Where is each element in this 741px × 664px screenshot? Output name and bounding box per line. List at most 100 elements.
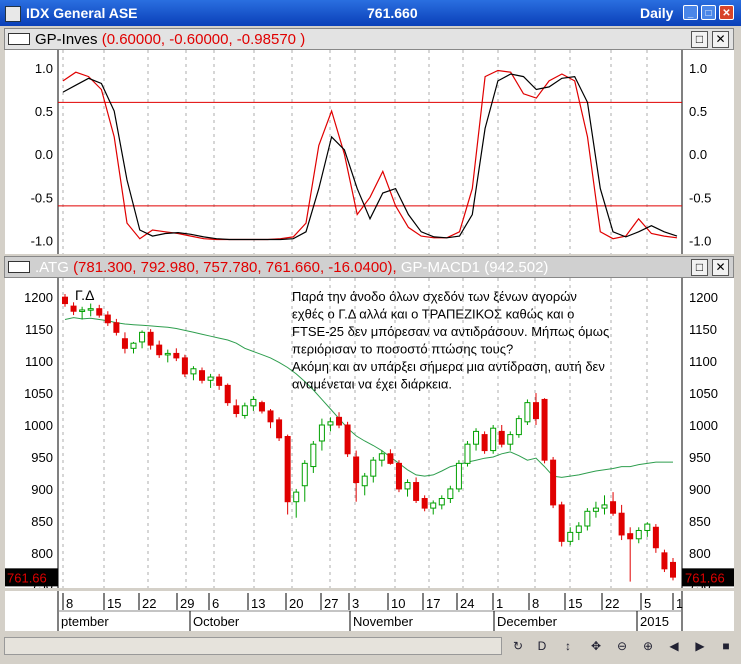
price-chart: 1200 1200 1150 1150 1100 1100 1050 1050 1000 1000… xyxy=(5,278,734,593)
maximize-icon[interactable]: □ xyxy=(701,5,716,20)
day-tick-label: 15 xyxy=(568,596,582,611)
pane-close-icon[interactable]: ✕ xyxy=(712,259,729,276)
candle-down xyxy=(344,424,351,455)
window-price: 761.660 xyxy=(367,5,418,21)
candle-down xyxy=(156,344,163,356)
candle-up xyxy=(567,531,574,542)
day-tick-label: 22 xyxy=(142,596,156,611)
candle-up xyxy=(455,462,462,490)
y-tick-label-left: 1.0 xyxy=(35,61,53,76)
y-tick-label-right: 1200 xyxy=(689,290,718,305)
candle-down xyxy=(652,526,659,549)
candle-down xyxy=(481,434,488,452)
zoom-out-icon[interactable]: ⊖ xyxy=(616,639,628,653)
pane-close-icon[interactable]: ✕ xyxy=(712,31,729,48)
candle-down xyxy=(387,453,394,464)
candle-up xyxy=(370,459,377,477)
candle-up xyxy=(301,462,308,487)
stop-icon[interactable]: ■ xyxy=(722,639,730,653)
day-tick-label: 10 xyxy=(391,596,405,611)
y-tick-label-right: 1050 xyxy=(689,386,718,401)
day-tick-label: 3 xyxy=(352,596,359,611)
indicator-chart: 1.0 1.0 0.5 0.5 0.0 0.0 -0.5 -0.5 -1.0 -1.0 xyxy=(31,50,711,254)
candle-down xyxy=(216,376,223,386)
day-tick-label: 22 xyxy=(605,596,619,611)
arrows-vertical-icon[interactable]: ↕ xyxy=(565,639,571,653)
last-price-tag-left-bg xyxy=(5,568,58,587)
candle-up xyxy=(207,376,214,381)
candle-down xyxy=(173,352,180,359)
month-label: December xyxy=(497,614,558,629)
candle-down xyxy=(413,482,420,501)
day-tick-label: 6 xyxy=(212,596,219,611)
annotation-line: αναμένεται να έχει διάρκεια. xyxy=(292,377,452,392)
day-tick-label: 27 xyxy=(324,596,338,611)
app-icon xyxy=(5,6,21,22)
candle-down xyxy=(104,314,111,324)
candle-up xyxy=(190,368,197,375)
pane-icon xyxy=(8,33,30,45)
candle-down xyxy=(618,512,625,536)
candle-up xyxy=(164,352,171,356)
y-tick-label-right: 950 xyxy=(689,450,711,465)
fast-line xyxy=(62,69,678,241)
d-icon[interactable]: D xyxy=(537,639,547,653)
indicator-pane-header: GP-Inves (0.60000, -0.60000, -0.98570 ) … xyxy=(4,28,734,50)
indicator-name: GP-Inves xyxy=(35,31,98,48)
month-label: October xyxy=(193,614,240,629)
candle-down xyxy=(670,561,676,578)
y-tick-label-right: 850 xyxy=(689,514,711,529)
candle-down xyxy=(70,305,77,312)
y-tick-label-right: 800 xyxy=(689,546,711,561)
candle-up xyxy=(404,482,411,490)
candle-down xyxy=(233,405,240,415)
window-titlebar: IDX General ASE 761.660 Daily _ □ ✕ xyxy=(0,0,741,26)
candle-up xyxy=(438,498,445,506)
arrow-left-icon[interactable]: ◀ xyxy=(669,639,679,653)
candle-up xyxy=(490,427,497,452)
pane-maximize-icon[interactable]: □ xyxy=(691,31,708,48)
candle-up xyxy=(79,309,86,312)
symbol-name: .ATG xyxy=(35,259,69,276)
candle-up xyxy=(430,502,437,509)
y-tick-label-left: -1.0 xyxy=(31,233,53,248)
slow-line xyxy=(62,73,678,241)
ohlc-values: (781.300, 792.980, 757.780, 761.660, -16… xyxy=(73,259,397,276)
window-title: IDX General ASE xyxy=(26,5,138,21)
minimize-icon[interactable]: _ xyxy=(683,5,698,20)
day-tick-label: 1 xyxy=(676,596,683,611)
candle-up xyxy=(250,398,257,407)
pane-maximize-icon[interactable]: □ xyxy=(691,259,708,276)
overlay-name: GP-MACD1 xyxy=(400,259,481,276)
y-tick-label-left: 950 xyxy=(31,450,53,465)
candle-down xyxy=(267,410,274,423)
month-label: November xyxy=(353,614,414,629)
last-price-tag-right-bg xyxy=(682,568,734,587)
y-tick-label-right: 1.0 xyxy=(689,61,707,76)
candle-down xyxy=(258,402,265,412)
arrow-right-icon[interactable]: ▶ xyxy=(695,639,705,653)
candle-up xyxy=(524,402,531,423)
refresh-icon[interactable]: ↻ xyxy=(512,639,524,653)
annotation-line: περιόρισαν το ποσοστό πτώσης τους? xyxy=(292,342,513,357)
day-tick-label: 24 xyxy=(460,596,474,611)
y-tick-label-left: 900 xyxy=(31,482,53,497)
horizontal-scrollbar[interactable] xyxy=(4,637,502,655)
y-tick-label-right: 1100 xyxy=(689,354,717,369)
annotation-line: FTSE-25 δεν μπόρεσαν να αντιδράσουν. Μήπ… xyxy=(292,324,609,339)
close-icon[interactable]: ✕ xyxy=(719,5,734,20)
day-tick-label: 5 xyxy=(644,596,651,611)
month-label: 2015 xyxy=(640,614,669,629)
price-pane-header: .ATG (781.300, 792.980, 757.780, 761.660… xyxy=(4,256,734,278)
index-label: Γ.Δ xyxy=(75,287,94,303)
candle-down xyxy=(121,338,128,349)
move-icon[interactable]: ✥ xyxy=(590,639,602,653)
y-tick-label-left: 1050 xyxy=(24,386,53,401)
y-tick-label-left: 800 xyxy=(31,546,53,561)
time-axis-chart: 8 15 22 29 6 13 20 27 3 10 17 24 1 8 15 22 5 1 ptember Octo… xyxy=(57,591,683,631)
y-tick-label-right: 0.5 xyxy=(689,104,707,119)
y-tick-label-left: 1200 xyxy=(24,290,53,305)
zoom-in-icon[interactable]: ⊕ xyxy=(642,639,654,653)
candle-up xyxy=(584,510,591,527)
annotation-line: Ακόμη και αν υπάρξει σήμερα μια αντίδρασ… xyxy=(292,359,605,374)
